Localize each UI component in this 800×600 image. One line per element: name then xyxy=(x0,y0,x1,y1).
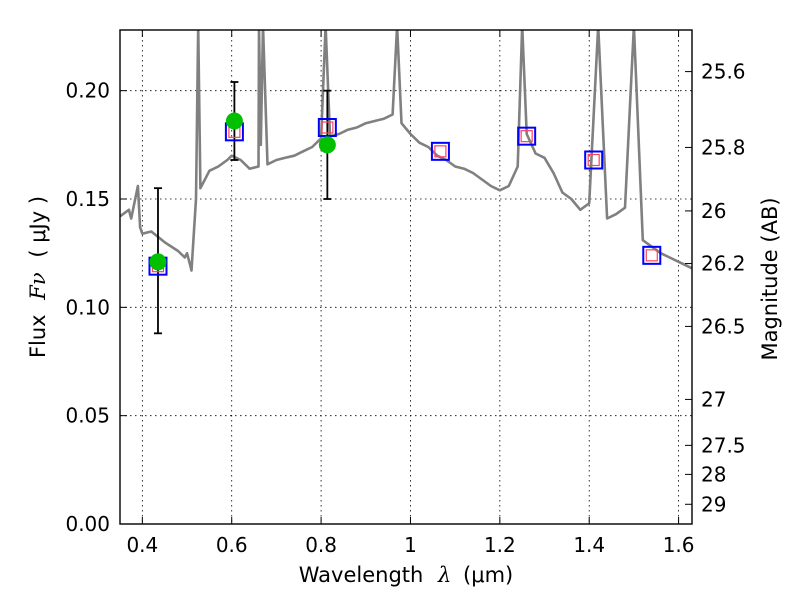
model-photometry-inner xyxy=(645,249,658,262)
y-tick-label: 0.00 xyxy=(65,512,110,536)
observed-marker-layer xyxy=(149,112,336,271)
observed-point xyxy=(225,112,243,130)
y-axis-ticks: 0.00 0.05 0.10 0.15 0.20 xyxy=(65,79,127,536)
model-photometry-inner xyxy=(434,145,447,158)
magnitude-tick-label: 26 xyxy=(701,199,726,223)
observed-point xyxy=(318,136,336,154)
model-photometry-point xyxy=(317,118,337,137)
plot-frame xyxy=(119,29,693,525)
magnitude-tick-label: 25.8 xyxy=(701,135,746,159)
y-axis-label-text: Flux xyxy=(26,314,50,358)
x-tick-label: 1.2 xyxy=(484,533,516,557)
magnitude-tick-label: 27.5 xyxy=(701,433,746,457)
x-tick-label: 1 xyxy=(404,533,417,557)
magnitude-tick-label: 29 xyxy=(701,492,726,516)
x-tick-label: 0.4 xyxy=(126,533,158,557)
model-sed-layer xyxy=(120,30,692,272)
observed-point xyxy=(149,253,167,271)
y-tick-label: 0.10 xyxy=(65,295,110,319)
x-axis-label: Wavelength λ (μm) xyxy=(299,563,513,587)
x-axis-label-unit: (μm) xyxy=(463,563,513,587)
y-tick-label: 0.20 xyxy=(65,79,110,103)
model-photometry-point xyxy=(584,150,604,170)
grid xyxy=(120,30,692,524)
x-axis-ticks: 0.4 0.6 0.8 1 1.2 1.4 1.6 xyxy=(126,30,695,557)
magnitude-tick-label: 26.5 xyxy=(701,314,746,338)
model-photometry-point xyxy=(430,141,450,161)
model-photometry-point xyxy=(642,245,662,265)
y-tick-label: 0.15 xyxy=(65,187,110,211)
y-tick-label: 0.05 xyxy=(65,404,110,428)
magnitude-axis-ticks: 25.6 25.8 26 26.2 26.5 27 27.5 28 29 xyxy=(685,60,746,516)
x-tick-label: 0.8 xyxy=(305,533,337,557)
y-axis-label-symbol: Fν xyxy=(26,272,50,301)
magnitude-axis-label: Magnitude (AB) xyxy=(758,197,782,360)
model-sed-line xyxy=(120,30,692,272)
model-photometry-inner xyxy=(321,121,334,134)
model-photometry-point xyxy=(517,126,537,146)
x-tick-label: 1.4 xyxy=(573,533,605,557)
magnitude-tick-label: 27 xyxy=(701,387,726,411)
model-photometry-inner xyxy=(520,130,533,143)
x-tick-label: 1.6 xyxy=(663,533,695,557)
x-axis-label-symbol: λ xyxy=(437,563,451,587)
plot-area xyxy=(120,30,692,524)
y-axis-label-unit: ( μJy ) xyxy=(26,196,50,258)
x-axis-label-text: Wavelength xyxy=(299,563,424,587)
magnitude-tick-label: 26.2 xyxy=(701,252,746,276)
model-photometry-inner xyxy=(587,153,600,167)
magnitude-tick-label: 25.6 xyxy=(701,60,746,84)
magnitude-tick-label: 28 xyxy=(701,462,726,486)
x-tick-label: 0.6 xyxy=(216,533,248,557)
y-axis-label: Flux Fν ( μJy ) xyxy=(26,196,50,358)
